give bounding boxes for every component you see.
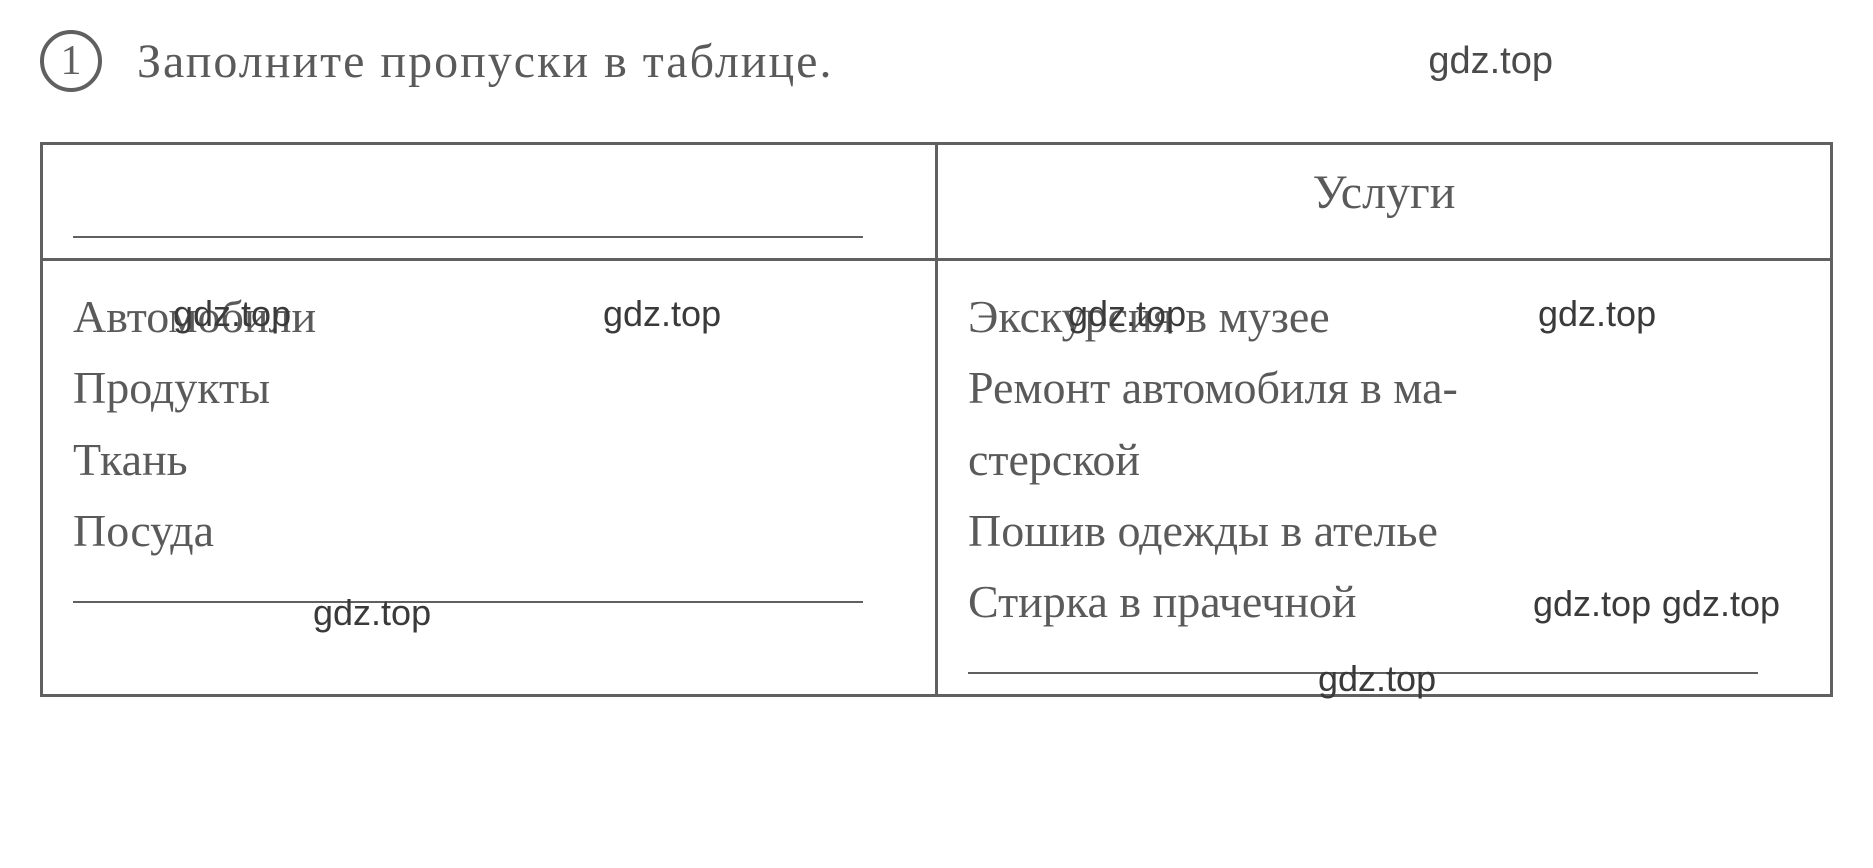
list-item: Посуда — [73, 495, 905, 566]
main-table: Услуги gdz.top gdz.top Автомобили Продук… — [40, 142, 1833, 697]
cell-inner-left: gdz.top gdz.top Автомобили Продукты Ткан… — [73, 281, 905, 603]
list-item: Пошив одежды в ателье — [968, 495, 1800, 566]
table-content-row: gdz.top gdz.top Автомобили Продукты Ткан… — [42, 260, 1832, 696]
instruction-text: Заполните пропуски в таблице. — [137, 34, 833, 89]
question-number-circle: 1 — [40, 30, 102, 92]
content-cell-left: gdz.top gdz.top Автомобили Продукты Ткан… — [42, 260, 937, 696]
header-cell-left — [42, 144, 937, 260]
watermark: gdz.top — [1318, 651, 1436, 707]
column-header-services: Услуги — [1313, 166, 1456, 219]
watermark: gdz.top — [313, 585, 431, 641]
list-item: Ремонт автомобиля в ма- — [968, 352, 1800, 423]
cell-inner-right: gdz.top gdz.top gdz.top gdz.top gdz.top … — [968, 281, 1800, 674]
blank-line-bottom-left[interactable] — [73, 601, 863, 603]
list-item: Продукты — [73, 352, 905, 423]
content-cell-right: gdz.top gdz.top gdz.top gdz.top gdz.top … — [937, 260, 1832, 696]
blank-line-header[interactable] — [73, 180, 863, 238]
list-item: стерской — [968, 424, 1800, 495]
question-number: 1 — [61, 37, 82, 85]
table-header-row: Услуги — [42, 144, 1832, 260]
watermark-top: gdz.top — [1428, 40, 1553, 83]
header-cell-right: Услуги — [937, 144, 1832, 260]
list-item: Ткань — [73, 424, 905, 495]
header-left: 1 Заполните пропуски в таблице. — [40, 30, 833, 92]
watermark: gdz.top — [1533, 576, 1651, 632]
watermark: gdz.top — [1662, 576, 1780, 632]
watermark: gdz.top — [1538, 286, 1656, 342]
watermark: gdz.top — [173, 286, 291, 342]
header-row: 1 Заполните пропуски в таблице. gdz.top — [40, 30, 1833, 92]
watermark: gdz.top — [1068, 286, 1186, 342]
watermark: gdz.top — [603, 286, 721, 342]
